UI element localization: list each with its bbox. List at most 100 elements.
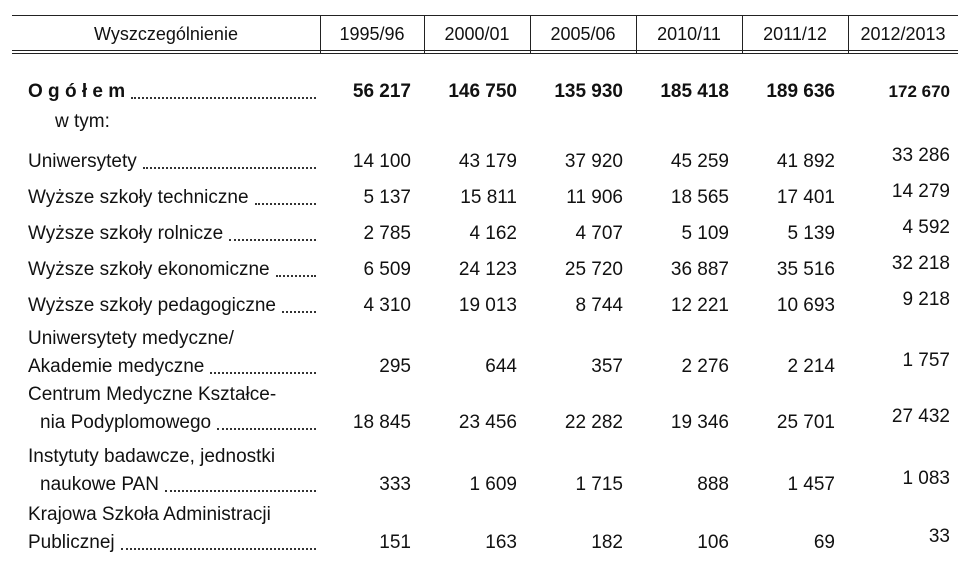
value-cell: 12 221 <box>670 295 729 316</box>
header-cell: 2010/11 <box>657 24 721 44</box>
row-label: Uniwersytety medyczne/ <box>28 327 318 351</box>
value-cell: 357 <box>591 356 623 377</box>
header-cell: 2012/2013 <box>860 24 946 44</box>
value-cell: 19 346 <box>670 412 729 433</box>
value-cell: 32 218 <box>891 253 950 274</box>
label-text: naukowe PAN <box>40 474 159 495</box>
row-label: w tym: <box>55 110 318 134</box>
value-cell: 5 139 <box>787 223 835 244</box>
value-cell: 1 083 <box>902 468 950 489</box>
value-cell: 43 179 <box>458 151 517 172</box>
value-cell: 25 720 <box>564 259 623 280</box>
column-divider <box>742 15 743 53</box>
value-cell: 2 214 <box>787 356 835 377</box>
label-text: Uniwersytety medyczne/ <box>28 328 234 349</box>
row-label: Wyższe szkoły pedagogiczne <box>28 294 318 318</box>
value-cell: 14 100 <box>352 151 411 172</box>
dot-leader <box>165 490 316 492</box>
row-label: Publicznej <box>28 531 318 555</box>
value-cell: 1 609 <box>469 474 517 495</box>
dot-leader <box>210 372 316 374</box>
value-cell: 23 456 <box>458 412 517 433</box>
value-cell: 135 930 <box>554 81 623 102</box>
value-cell: 15 811 <box>460 187 517 208</box>
column-divider <box>636 15 637 53</box>
column-divider <box>424 15 425 53</box>
value-cell: 5 137 <box>363 187 411 208</box>
value-cell: 19 013 <box>458 295 517 316</box>
label-text: Uniwersytety <box>28 151 137 172</box>
value-cell: 17 401 <box>776 187 835 208</box>
label-text: Wyższe szkoły ekonomiczne <box>28 259 270 280</box>
value-cell: 106 <box>697 532 729 553</box>
column-divider <box>320 15 321 53</box>
label-text: Publicznej <box>28 532 115 553</box>
value-cell: 33 <box>928 526 950 547</box>
value-cell: 151 <box>379 532 411 553</box>
dot-leader <box>142 167 316 169</box>
label-text: Wyższe szkoły pedagogiczne <box>28 295 277 316</box>
value-cell: 146 750 <box>448 81 517 102</box>
row-label: Wyższe szkoły ekonomiczne <box>28 258 318 282</box>
dot-leader <box>217 428 316 430</box>
value-cell: 10 693 <box>776 295 835 316</box>
value-cell: 4 162 <box>469 223 517 244</box>
header-cell: 2005/06 <box>550 24 616 44</box>
row-label: naukowe PAN <box>40 473 318 497</box>
row-label: nia Podyplomowego <box>40 411 318 435</box>
value-cell: 18 845 <box>352 412 411 433</box>
value-cell: 56 217 <box>352 81 411 102</box>
dot-leader <box>282 311 316 313</box>
top-rule <box>12 15 958 16</box>
value-cell: 644 <box>485 356 517 377</box>
value-cell: 2 276 <box>681 356 729 377</box>
value-cell: 22 282 <box>564 412 623 433</box>
value-cell: 888 <box>697 474 729 495</box>
row-label: Akademie medyczne <box>28 355 318 379</box>
value-cell: 24 123 <box>458 259 517 280</box>
value-cell: 2 785 <box>363 223 411 244</box>
label-text: O g ó ł e m <box>28 81 126 102</box>
label-text: nia Podyplomowego <box>40 412 212 433</box>
label-text: Centrum Medyczne Kształce- <box>28 384 277 405</box>
value-cell: 11 906 <box>566 187 623 208</box>
label-text: Akademie medyczne <box>28 356 205 377</box>
row-label: Wyższe szkoły rolnicze <box>28 222 318 246</box>
value-cell: 9 218 <box>902 289 950 310</box>
header-cell: 2011/12 <box>763 24 827 44</box>
row-label: Instytuty badawcze, jednostki <box>28 445 318 469</box>
dot-leader <box>120 548 316 550</box>
value-cell: 1 715 <box>575 474 623 495</box>
label-text: Wyższe szkoły techniczne <box>28 187 249 208</box>
header-cell: 1995/96 <box>339 24 405 44</box>
value-cell: 4 592 <box>902 217 950 238</box>
value-cell: 172 670 <box>888 82 950 101</box>
value-cell: 25 701 <box>776 412 835 433</box>
row-label: Krajowa Szkoła Administracji <box>28 503 318 527</box>
value-cell: 295 <box>379 356 411 377</box>
value-cell: 18 565 <box>670 187 729 208</box>
value-cell: 41 892 <box>776 151 835 172</box>
value-cell: 37 920 <box>564 151 623 172</box>
value-cell: 185 418 <box>660 81 729 102</box>
value-cell: 5 109 <box>681 223 729 244</box>
value-cell: 333 <box>379 474 411 495</box>
header-rule <box>12 50 958 51</box>
column-divider <box>530 15 531 53</box>
value-cell: 4 707 <box>575 223 623 244</box>
row-label: O g ó ł e m <box>28 80 318 104</box>
header-cell: Wyszczególnienie <box>94 24 238 44</box>
value-cell: 69 <box>813 532 835 553</box>
value-cell: 35 516 <box>776 259 835 280</box>
row-label: Uniwersytety <box>28 150 318 174</box>
value-cell: 36 887 <box>670 259 729 280</box>
value-cell: 6 509 <box>363 259 411 280</box>
row-label: Centrum Medyczne Kształce- <box>28 383 318 407</box>
column-divider <box>848 15 849 53</box>
value-cell: 163 <box>485 532 517 553</box>
value-cell: 14 279 <box>891 181 950 202</box>
dot-leader <box>275 275 316 277</box>
dot-leader <box>254 203 316 205</box>
header-cell: 2000/01 <box>444 24 510 44</box>
